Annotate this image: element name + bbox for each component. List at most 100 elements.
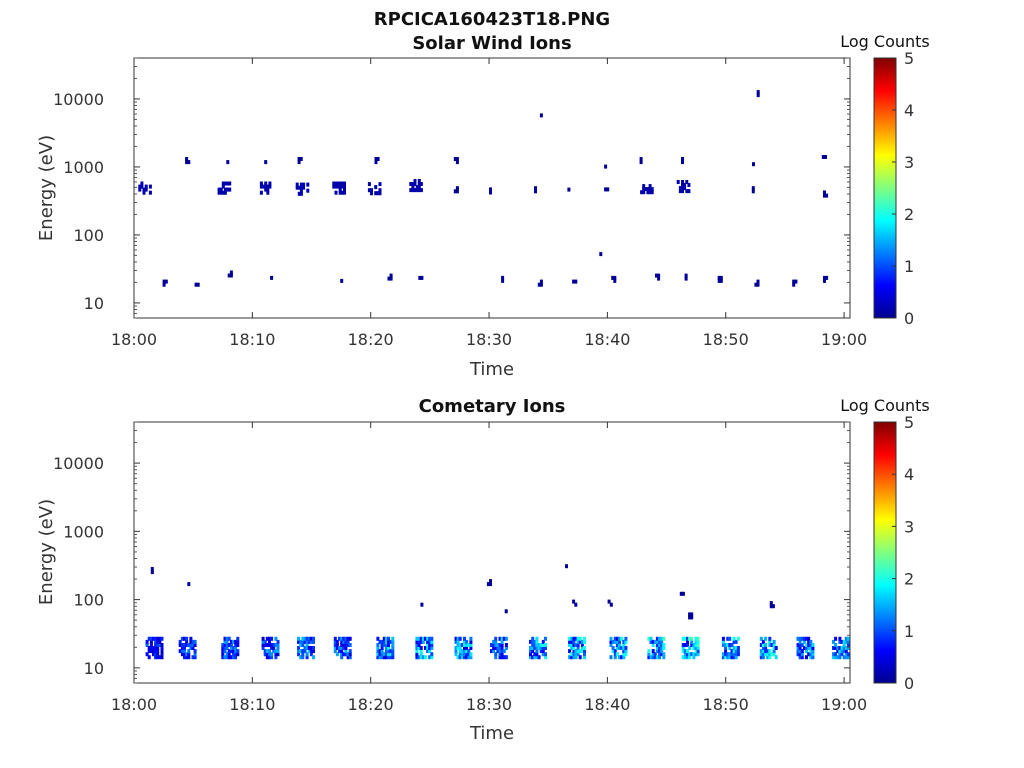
y-tick-label: 10000 [53,454,104,473]
heatmap-cell [539,649,543,654]
heatmap-cell [428,649,432,654]
heatmap-cell [531,636,535,641]
heatmap-cell [688,636,692,641]
heatmap-cell [838,636,842,641]
heatmap-cell [772,652,776,657]
heatmap-cell [340,181,344,186]
heatmap-cell [726,652,730,657]
heatmap-cell [376,643,380,647]
heatmap-cell [568,636,572,641]
heatmap-cell [798,643,802,647]
heatmap-cell [649,639,653,644]
heatmap-cell [343,181,346,186]
heatmap-cell [660,649,664,654]
heatmap-cell [342,643,346,647]
heatmap-cell [387,639,390,644]
heatmap-cell [681,643,685,647]
heatmap-cell [501,275,505,280]
heatmap-cell [846,639,850,644]
heatmap-cell [346,643,350,647]
heatmap-cell [533,646,537,650]
colorbar-tick-label: 3 [904,517,914,536]
heatmap-cell [178,643,182,647]
heatmap-cell [387,652,390,657]
heatmap-cell [380,652,384,657]
heatmap-cell [456,655,460,660]
heatmap-cell [276,649,280,654]
heatmap-cell [825,275,829,280]
heatmap-cell [832,652,835,657]
heatmap-cell [147,655,151,660]
heatmap-cell [409,182,413,186]
heatmap-cell [144,187,148,192]
heatmap-cell [340,646,344,650]
heatmap-cell [583,652,586,657]
heatmap-cell [272,646,276,650]
heatmap-cell [647,636,651,641]
heatmap-cell [574,652,578,657]
heatmap-cell [811,655,815,660]
heatmap-cell [299,182,303,187]
heatmap-cell [622,652,626,657]
heatmap-cell [268,184,272,189]
heatmap-cell [615,639,619,644]
heatmap-cell [690,639,694,644]
heatmap-cell [580,649,584,654]
heatmap-cell [334,184,338,189]
heatmap-cell [834,655,838,660]
heatmap-cell [651,649,655,654]
y-tick-label: 100 [73,226,104,245]
heatmap-cell [500,636,504,641]
heatmap-cell [223,655,227,660]
heatmap-cell [696,652,700,657]
heatmap-cell [453,189,457,194]
heatmap-cell [809,649,813,654]
heatmap-cell [348,643,352,647]
heatmap-cell [565,564,568,569]
heatmap-cell [194,282,198,287]
heatmap-cell [640,190,644,195]
heatmap-cell [185,636,189,641]
heatmap-cell [653,639,657,644]
heatmap-cell [419,655,423,660]
heatmap-cell [647,655,651,660]
heatmap-cell [688,612,692,617]
heatmap-cell [458,655,462,660]
heatmap-cell [583,639,586,644]
heatmap-cell [411,182,415,186]
heatmap-cell [426,639,430,644]
heatmap-cell [846,636,850,641]
heatmap-cell [270,275,274,280]
heatmap-cell [463,646,466,650]
y-axis-label: Energy (eV) [36,135,57,241]
heatmap-cell [225,639,229,644]
heatmap-cell [336,184,340,189]
heatmap-cell [340,652,344,657]
heatmap-cell [800,643,804,647]
heatmap-cell [387,646,390,650]
heatmap-cell [770,652,774,657]
heatmap-cell [301,643,305,647]
heatmap-cell [658,655,661,660]
heatmap-cell [658,639,661,644]
heatmap-cell [221,190,225,195]
heatmap-cell [303,646,307,650]
heatmap-cell [307,646,311,650]
x-ticks: 18:00 18:10 18:20 18:30 18:40 18:50 19:00 [111,58,867,349]
heatmap-cell [761,646,765,650]
heatmap-cell [306,188,310,193]
y-tick-label: 10 [84,294,104,313]
heatmap-cell [751,186,755,191]
heatmap-cell [297,185,301,190]
heatmap-cell [544,643,547,647]
colorbar [873,421,897,684]
heatmap-cell [303,649,307,654]
heatmap-cell [156,636,160,641]
heatmap-cell [340,639,344,644]
heatmap-cell [274,655,278,660]
heatmap-cell [185,643,189,647]
heatmap-cell [229,655,233,660]
heatmap-cell [823,275,826,280]
heatmap-cell [147,636,151,641]
